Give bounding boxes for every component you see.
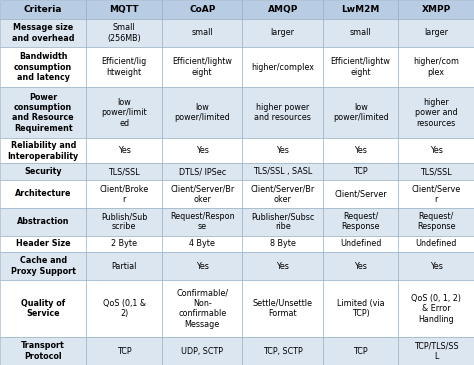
Text: Transport
Protocol: Transport Protocol xyxy=(21,341,65,361)
Text: Yes: Yes xyxy=(196,146,209,155)
Text: TLS/SSL: TLS/SSL xyxy=(109,167,140,176)
Bar xyxy=(323,0,399,19)
Text: Limited (via
TCP): Limited (via TCP) xyxy=(337,299,384,318)
Text: Undefined: Undefined xyxy=(340,239,382,249)
Bar xyxy=(0,180,86,208)
Text: Yes: Yes xyxy=(430,146,443,155)
Text: larger: larger xyxy=(271,28,295,38)
Bar xyxy=(323,164,399,180)
Text: Publish/Sub
scribe: Publish/Sub scribe xyxy=(101,212,147,231)
Text: Request/
Response: Request/ Response xyxy=(417,212,456,231)
Text: Request/Respon
se: Request/Respon se xyxy=(170,212,235,231)
Bar xyxy=(242,88,323,138)
Bar xyxy=(162,180,242,208)
Text: Yes: Yes xyxy=(196,262,209,270)
Bar xyxy=(86,0,162,19)
Bar xyxy=(242,252,323,280)
Text: low
power/limited: low power/limited xyxy=(333,103,389,123)
Text: Settle/Unsettle
Format: Settle/Unsettle Format xyxy=(253,299,313,318)
Text: higher power
and resources: higher power and resources xyxy=(254,103,311,123)
Bar xyxy=(323,280,399,337)
Text: Yes: Yes xyxy=(354,146,367,155)
Bar xyxy=(323,208,399,236)
Text: Efficient/lightw
eight: Efficient/lightw eight xyxy=(172,57,232,77)
Text: Publisher/Subsc
ribe: Publisher/Subsc ribe xyxy=(251,212,314,231)
Bar xyxy=(323,180,399,208)
Text: Quality of
Service: Quality of Service xyxy=(21,299,65,318)
Text: Power
consumption
and Resource
Requirement: Power consumption and Resource Requireme… xyxy=(12,93,74,133)
Bar xyxy=(399,47,474,88)
Text: higher
power and
resources: higher power and resources xyxy=(415,98,457,128)
Text: UDP, SCTP: UDP, SCTP xyxy=(181,346,223,356)
Bar xyxy=(162,19,242,47)
Bar xyxy=(399,337,474,365)
Text: Architecture: Architecture xyxy=(15,189,72,199)
Text: Small
(256MB): Small (256MB) xyxy=(107,23,141,43)
Bar xyxy=(0,88,86,138)
Bar xyxy=(0,236,86,252)
Text: TCP/TLS/SS
L: TCP/TLS/SS L xyxy=(414,341,458,361)
Text: low
power/limited: low power/limited xyxy=(174,103,230,123)
Bar xyxy=(399,180,474,208)
Bar xyxy=(399,138,474,164)
Bar xyxy=(399,280,474,337)
Bar xyxy=(323,47,399,88)
Bar xyxy=(399,208,474,236)
Bar xyxy=(242,180,323,208)
Bar xyxy=(86,164,162,180)
Bar xyxy=(86,19,162,47)
Text: Undefined: Undefined xyxy=(416,239,457,249)
Text: Partial: Partial xyxy=(111,262,137,270)
Bar xyxy=(242,236,323,252)
Bar xyxy=(162,280,242,337)
Bar xyxy=(0,19,86,47)
Bar xyxy=(242,208,323,236)
Text: AMQP: AMQP xyxy=(267,5,298,14)
Bar xyxy=(162,236,242,252)
Text: TLS/SSL: TLS/SSL xyxy=(420,167,452,176)
Bar xyxy=(0,138,86,164)
Bar xyxy=(0,208,86,236)
Text: Yes: Yes xyxy=(276,146,289,155)
Bar xyxy=(323,252,399,280)
Bar xyxy=(162,88,242,138)
Bar xyxy=(86,88,162,138)
Bar xyxy=(86,138,162,164)
Text: Header Size: Header Size xyxy=(16,239,71,249)
Bar xyxy=(242,337,323,365)
Text: XMPP: XMPP xyxy=(421,5,451,14)
Text: LwM2M: LwM2M xyxy=(341,5,380,14)
Bar xyxy=(323,337,399,365)
Text: Client/Server: Client/Server xyxy=(334,189,387,199)
Bar xyxy=(162,0,242,19)
Bar xyxy=(0,280,86,337)
Text: 4 Byte: 4 Byte xyxy=(189,239,215,249)
Text: TCP: TCP xyxy=(354,167,368,176)
Text: Efficient/lightw
eight: Efficient/lightw eight xyxy=(331,57,391,77)
Bar xyxy=(86,337,162,365)
Bar xyxy=(86,47,162,88)
Text: small: small xyxy=(191,28,213,38)
Text: Abstraction: Abstraction xyxy=(17,217,70,226)
Bar xyxy=(323,138,399,164)
Text: low
power/limit
ed: low power/limit ed xyxy=(101,98,147,128)
Bar xyxy=(242,280,323,337)
Bar xyxy=(0,47,86,88)
Text: Message size
and overhead: Message size and overhead xyxy=(12,23,74,43)
Bar xyxy=(86,180,162,208)
Bar xyxy=(162,164,242,180)
Text: Yes: Yes xyxy=(430,262,443,270)
Text: Cache and
Proxy Support: Cache and Proxy Support xyxy=(11,257,76,276)
Bar xyxy=(323,88,399,138)
Bar xyxy=(162,47,242,88)
Text: larger: larger xyxy=(424,28,448,38)
Text: small: small xyxy=(350,28,372,38)
Text: TCP: TCP xyxy=(354,346,368,356)
Bar xyxy=(86,236,162,252)
Text: Reliability and
Interoperability: Reliability and Interoperability xyxy=(8,141,79,161)
Text: higher/complex: higher/complex xyxy=(251,63,314,72)
Text: QoS (0, 1, 2)
& Error
Handling: QoS (0, 1, 2) & Error Handling xyxy=(411,294,461,323)
Bar xyxy=(399,236,474,252)
Bar xyxy=(323,236,399,252)
Text: higher/com
plex: higher/com plex xyxy=(413,57,459,77)
